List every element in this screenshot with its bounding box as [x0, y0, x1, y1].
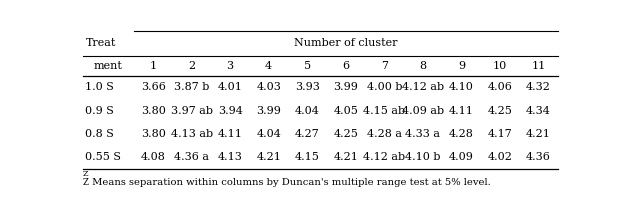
Text: 4.36: 4.36 [526, 152, 551, 162]
Text: 4.27: 4.27 [295, 129, 319, 139]
Text: 4.34: 4.34 [526, 106, 551, 116]
Text: Z: Z [83, 178, 89, 187]
Text: 4.00 b: 4.00 b [366, 82, 402, 92]
Text: 4: 4 [265, 61, 272, 71]
Text: 3.66: 3.66 [141, 82, 166, 92]
Text: Treat: Treat [86, 39, 116, 48]
Text: 4.10: 4.10 [449, 82, 474, 92]
Text: 4.21: 4.21 [256, 152, 281, 162]
Text: 4.28: 4.28 [449, 129, 474, 139]
Text: 4.15: 4.15 [295, 152, 319, 162]
Text: 4.11: 4.11 [449, 106, 474, 116]
Text: 7: 7 [381, 61, 388, 71]
Text: ment: ment [94, 61, 123, 71]
Text: 11: 11 [531, 61, 546, 71]
Text: 4.21: 4.21 [333, 152, 358, 162]
Text: 4.17: 4.17 [488, 129, 512, 139]
Text: Means separation within columns by Duncan's multiple range test at 5% level.: Means separation within columns by Dunca… [89, 178, 491, 187]
Text: 4.12 ab: 4.12 ab [402, 82, 444, 92]
Text: 1.0 S: 1.0 S [86, 82, 114, 92]
Text: 4.15 ab: 4.15 ab [363, 106, 406, 116]
Text: 4.03: 4.03 [256, 82, 281, 92]
Text: 2: 2 [188, 61, 195, 71]
Text: 3.99: 3.99 [256, 106, 281, 116]
Text: 3.94: 3.94 [217, 106, 242, 116]
Text: 4.33 a: 4.33 a [405, 129, 440, 139]
Text: 4.12 ab: 4.12 ab [363, 152, 406, 162]
Text: 4.32: 4.32 [526, 82, 551, 92]
Text: 3.80: 3.80 [141, 129, 166, 139]
Text: 4.21: 4.21 [526, 129, 551, 139]
Text: 4.08: 4.08 [141, 152, 166, 162]
Text: 3.87 b: 3.87 b [174, 82, 209, 92]
Text: 4.25: 4.25 [333, 129, 358, 139]
Text: 5: 5 [304, 61, 311, 71]
Text: 4.06: 4.06 [488, 82, 512, 92]
Text: 1: 1 [149, 61, 157, 71]
Text: 6: 6 [342, 61, 349, 71]
Text: 4.09: 4.09 [449, 152, 474, 162]
Text: 0.8 S: 0.8 S [86, 129, 114, 139]
Text: 4.02: 4.02 [488, 152, 512, 162]
Text: 4.01: 4.01 [217, 82, 242, 92]
Text: 10: 10 [492, 61, 507, 71]
Text: 3.97 ab: 3.97 ab [171, 106, 212, 116]
Text: 3.93: 3.93 [295, 82, 319, 92]
Text: Number of cluster: Number of cluster [294, 39, 398, 48]
Text: 4.13 ab: 4.13 ab [171, 129, 212, 139]
Text: 0.55 S: 0.55 S [86, 152, 121, 162]
Text: 4.09 ab: 4.09 ab [402, 106, 444, 116]
Text: 3.99: 3.99 [333, 82, 358, 92]
Text: 3: 3 [227, 61, 234, 71]
Text: 0.9 S: 0.9 S [86, 106, 114, 116]
Text: 4.04: 4.04 [256, 129, 281, 139]
Text: 4.04: 4.04 [295, 106, 319, 116]
Text: 4.05: 4.05 [333, 106, 358, 116]
Text: 4.11: 4.11 [217, 129, 242, 139]
Text: 4.28 a: 4.28 a [367, 129, 402, 139]
Text: 9: 9 [458, 61, 465, 71]
Text: 3.80: 3.80 [141, 106, 166, 116]
Text: 4.13: 4.13 [217, 152, 242, 162]
Text: 4.36 a: 4.36 a [174, 152, 209, 162]
Text: 4.25: 4.25 [488, 106, 512, 116]
Text: Z: Z [83, 170, 89, 178]
Text: 4.10 b: 4.10 b [405, 152, 441, 162]
Text: 8: 8 [419, 61, 426, 71]
